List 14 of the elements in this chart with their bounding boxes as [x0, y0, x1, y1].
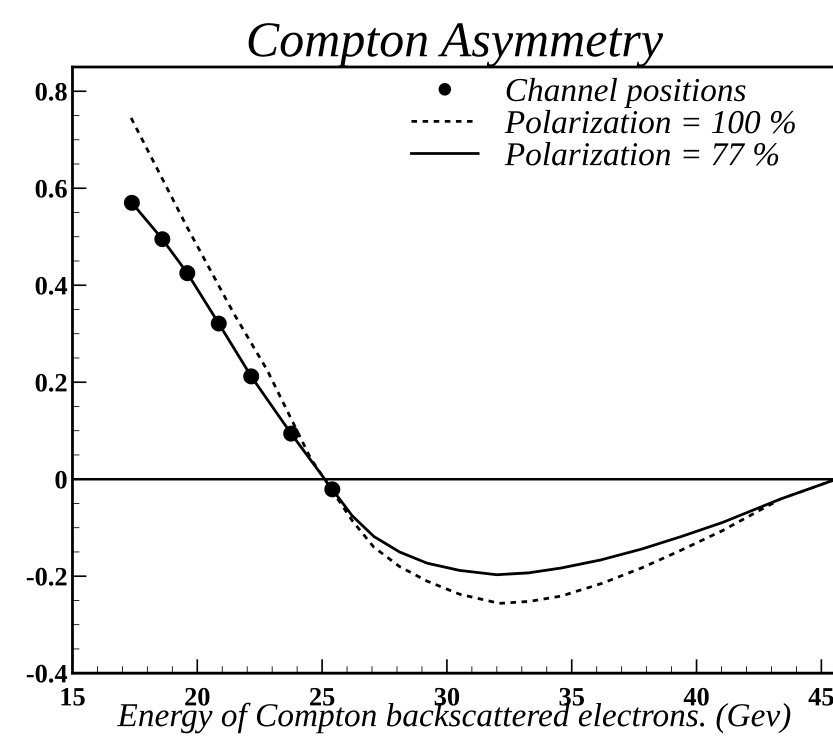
x-tick-label: 20 [185, 688, 210, 706]
y-tick-label: 0.6 [36, 180, 67, 198]
y-tick-label: 0.8 [36, 82, 67, 101]
y-tick-label: -0.2 [26, 568, 66, 586]
legend-label: Polarization = 77 % [504, 142, 778, 166]
x-tick-label: 15 [61, 688, 85, 706]
legend-label: Channel positions [506, 78, 746, 108]
x-tick-label: 25 [310, 688, 334, 706]
y-tick-label: 0.4 [36, 276, 68, 295]
y-tick-label: 0.2 [36, 374, 66, 392]
y-tick-label: 0 [55, 470, 67, 489]
y-tick-label: -0.4 [26, 664, 68, 683]
legend-label: Polarization = 100 % [504, 110, 795, 134]
chart-title: Compton Asymmetry [248, 23, 663, 68]
